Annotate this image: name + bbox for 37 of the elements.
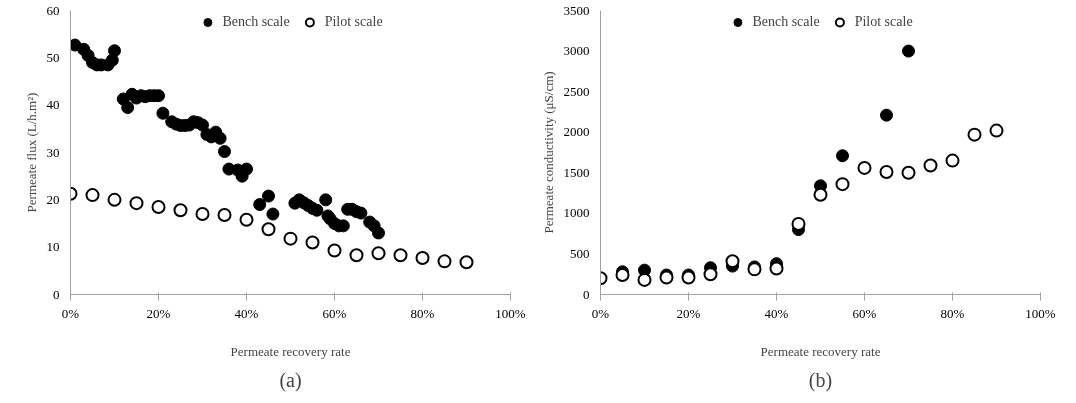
x-axis-title: Permeate recovery rate bbox=[760, 343, 881, 359]
y-tick-label: 0 bbox=[53, 286, 60, 302]
x-tick-label: 40% bbox=[234, 305, 259, 321]
y-tick-label: 30 bbox=[46, 144, 60, 160]
y-tick-label: 500 bbox=[570, 245, 590, 261]
y-tick-label: 3000 bbox=[563, 43, 590, 59]
x-tick-label: 100% bbox=[495, 305, 526, 321]
y-tick-label: 40 bbox=[46, 97, 60, 113]
x-tick-label: 20% bbox=[676, 305, 701, 321]
x-tick-label: 0% bbox=[591, 305, 610, 321]
y-tick-label: 1000 bbox=[563, 205, 590, 221]
legend-label: Bench scale bbox=[222, 14, 290, 30]
y-tick-label: 60 bbox=[46, 2, 60, 18]
legend-label: Pilot scale bbox=[854, 14, 913, 30]
x-tick-label: 60% bbox=[852, 305, 877, 321]
text: (b) bbox=[808, 368, 833, 392]
x-tick-label: 80% bbox=[940, 305, 965, 321]
y-tick-label: 3500 bbox=[563, 2, 590, 18]
x-tick-label: 100% bbox=[1025, 305, 1056, 321]
y-axis-title: Permeate conductivity (μS/cm) bbox=[540, 71, 556, 234]
text: (a) bbox=[279, 368, 302, 392]
legend-label: Bench scale bbox=[752, 14, 820, 30]
y-tick-label: 1500 bbox=[563, 164, 590, 180]
x-tick-label: 40% bbox=[764, 305, 789, 321]
x-axis-title: Permeate recovery rate bbox=[230, 343, 351, 359]
x-tick-label: 60% bbox=[322, 305, 347, 321]
legend-label: Pilot scale bbox=[324, 14, 383, 30]
y-tick-label: 20 bbox=[46, 191, 60, 207]
y-tick-label: 2000 bbox=[563, 124, 590, 140]
x-tick-label: 0% bbox=[61, 305, 80, 321]
y-tick-label: 10 bbox=[46, 239, 60, 255]
x-tick-label: 80% bbox=[410, 305, 435, 321]
y-tick-label: 50 bbox=[46, 49, 60, 65]
y-axis-title: Permeate flux (L/h.m²) bbox=[23, 92, 39, 213]
y-tick-label: 2500 bbox=[563, 83, 590, 99]
y-tick-label: 0 bbox=[583, 286, 590, 302]
x-tick-label: 20% bbox=[146, 305, 171, 321]
